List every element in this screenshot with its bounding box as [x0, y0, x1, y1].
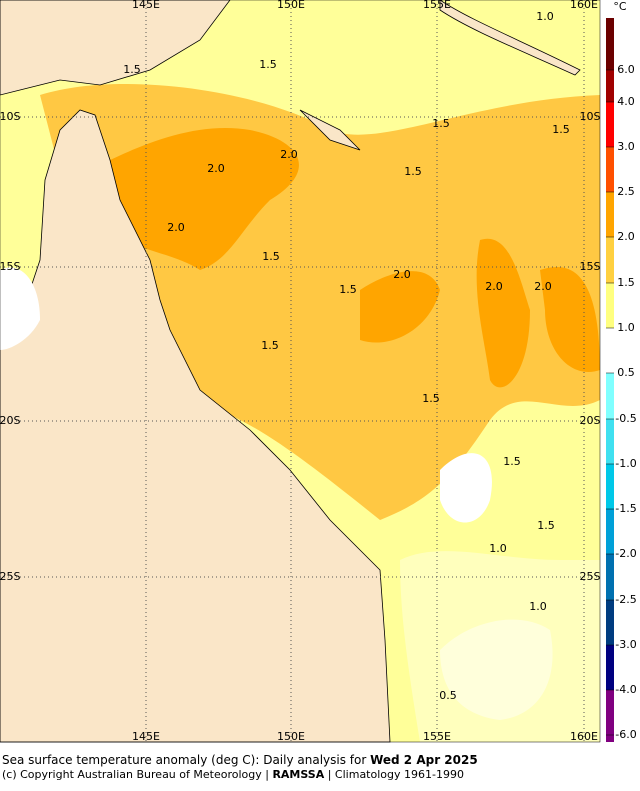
colorbar-label: 6.0 — [617, 63, 635, 76]
colorbar-segment — [606, 237, 614, 283]
colorbar-segment — [606, 373, 614, 419]
contour-label: 1.0 — [536, 10, 554, 23]
contour-label: 2.0 — [485, 280, 503, 293]
colorbar-label: -6.0 — [615, 728, 636, 741]
contour-label: 1.5 — [422, 392, 440, 405]
lat-label: 10S — [0, 110, 21, 123]
colorbar-segment — [606, 70, 614, 102]
colorbar-label: -3.0 — [615, 638, 636, 651]
colorbar-segment — [606, 102, 614, 147]
mild-region — [400, 551, 600, 742]
caption-text: Sea surface temperature anomaly (deg C):… — [2, 753, 371, 767]
lon-label: 155E — [423, 730, 451, 743]
lat-label: 10S — [580, 110, 601, 123]
lon-label: 150E — [277, 0, 305, 11]
lon-label: 145E — [132, 730, 160, 743]
contour-label: 1.5 — [552, 123, 570, 136]
lon-label: 145E — [132, 0, 160, 11]
contour-label: 1.5 — [259, 58, 277, 71]
colorbar-label: 1.5 — [617, 276, 635, 289]
colorbar-label: 3.0 — [617, 140, 635, 153]
lon-label: 160E — [570, 730, 598, 743]
lat-label: 20S — [0, 414, 21, 427]
lon-label: 160E — [570, 0, 598, 11]
colorbar: 6.0 4.0 3.0 2.5 2.0 1.5 1.0 0.5 -0.5 -1.0 -1.5 -2.0… — [606, 18, 637, 742]
lat-label: 25S — [580, 570, 601, 583]
colorbar-label: 0.5 — [617, 366, 635, 379]
contour-label: 1.5 — [262, 250, 280, 263]
caption-line2: (c) Copyright Australian Bureau of Meteo… — [2, 768, 464, 781]
colorbar-label: -0.5 — [615, 412, 636, 425]
colorbar-segment — [606, 645, 614, 690]
colorbar-segment — [606, 192, 614, 237]
caption-text: (c) Copyright Australian Bureau of Meteo… — [2, 768, 273, 781]
colorbar-segment — [606, 18, 614, 70]
contour-label: 2.0 — [393, 268, 411, 281]
colorbar-segment — [606, 419, 614, 464]
contour-label: 1.0 — [489, 542, 507, 555]
lon-label: 150E — [277, 730, 305, 743]
colorbar-segment — [606, 464, 614, 509]
lat-label: 20S — [580, 414, 601, 427]
lat-label: 25S — [0, 570, 21, 583]
colorbar-label: 2.5 — [617, 185, 635, 198]
colorbar-label: 2.0 — [617, 230, 635, 243]
land — [0, 109, 391, 743]
caption-text: | Climatology 1961-1990 — [324, 768, 464, 781]
colorbar-unit: °C — [613, 0, 627, 13]
colorbar-label: -1.5 — [615, 502, 636, 515]
colorbar-segment — [606, 509, 614, 554]
contour-label: 2.0 — [534, 280, 552, 293]
contour-label: 0.5 — [439, 689, 457, 702]
colorbar-label: -2.0 — [615, 547, 636, 560]
islands — [299, 0, 581, 151]
contour-label: 1.5 — [404, 165, 422, 178]
land — [0, 0, 231, 96]
colorbar-segment — [606, 690, 614, 742]
contour-label: 1.5 — [339, 283, 357, 296]
contour-label: 1.5 — [503, 455, 521, 468]
colorbar-label: -4.0 — [615, 683, 636, 696]
hot-region — [90, 128, 600, 388]
colorbar-segment — [606, 554, 614, 600]
colorbar-label: -1.0 — [615, 457, 636, 470]
frame — [0, 0, 601, 743]
colorbar-segment — [606, 147, 614, 192]
colorbar-label: 1.0 — [617, 321, 635, 334]
colorbar-segment — [606, 328, 614, 373]
contour-label: 1.5 — [261, 339, 279, 352]
contour-label: 2.0 — [280, 148, 298, 161]
colorbar-segment — [606, 600, 614, 645]
graticule: 145E 145E 150E 150E 155E 155E 160E 160E 10S 10S 15… — [0, 0, 601, 743]
contour-label: 1.5 — [123, 63, 141, 76]
colorbar-label: 4.0 — [617, 95, 635, 108]
contour-label: 2.0 — [167, 221, 185, 234]
contour-label: 1.5 — [432, 117, 450, 130]
lat-label: 15S — [580, 260, 601, 273]
colorbar-segment — [606, 283, 614, 328]
map: 145E 145E 150E 150E 155E 155E 160E 160E 10S 10S 15… — [0, 0, 637, 743]
lon-label: 155E — [423, 0, 451, 11]
colorbar-label: -2.5 — [615, 593, 636, 606]
cool-region — [0, 267, 40, 350]
contour-label: 2.0 — [207, 162, 225, 175]
lat-label: 15S — [0, 260, 21, 273]
caption-date: Wed 2 Apr 2025 — [370, 753, 478, 767]
caption-bold: RAMSSA — [272, 768, 325, 781]
caption-line1: Sea surface temperature anomaly (deg C):… — [2, 753, 478, 767]
contour-label: 1.0 — [529, 600, 547, 613]
contour-label: 1.5 — [537, 519, 555, 532]
